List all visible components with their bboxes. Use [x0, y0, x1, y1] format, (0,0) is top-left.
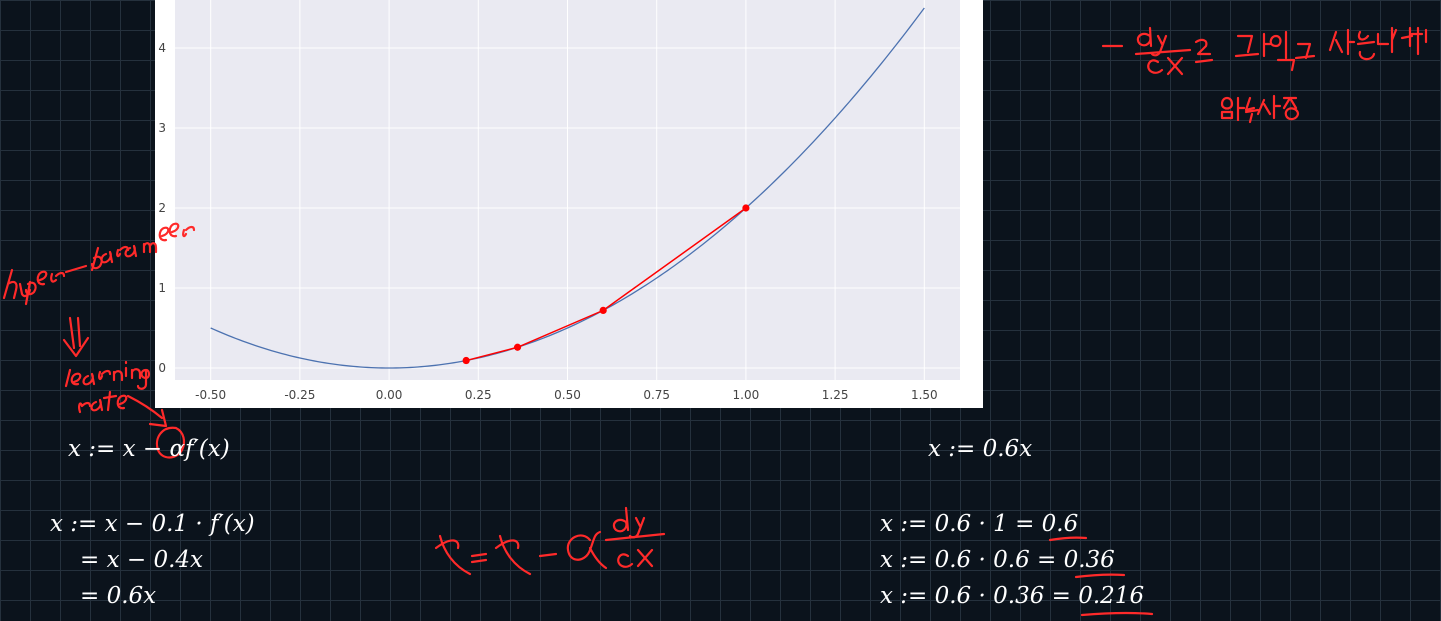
x-tick-label: 1.00: [733, 388, 760, 402]
plot-svg: -0.50 -0.25 0.00 0.25 0.50 0.75 1.00 1.25 1.50 0 1…: [158, 0, 960, 402]
descent-point: [599, 306, 607, 314]
x-tick-label: 1.25: [822, 388, 849, 402]
descent-points-layer: [462, 204, 750, 365]
y-tick-label: 1: [158, 281, 166, 295]
curve-layer: [210, 7, 925, 369]
y-tick-label: 4: [158, 41, 166, 55]
handwriting-hyper-parameter: [2, 222, 196, 306]
descent-point: [462, 356, 470, 365]
y-tick-label: 0: [158, 361, 166, 375]
x-tick-label: -0.25: [284, 388, 315, 402]
descent-path-line: [465, 207, 747, 362]
tick-labels: -0.50 -0.25 0.00 0.25 0.50 0.75 1.00 1.25 1.50 0 1…: [158, 41, 937, 402]
function-curve-line: [210, 7, 925, 369]
step-equation-line-3: = 0.6x: [80, 583, 157, 609]
iteration-1-equation: x := 0.6 · 1 = 0.6: [880, 511, 1079, 537]
handwriting-arrow-to-alpha: [126, 394, 168, 428]
update-rule-equation: x := x − αf′(x): [68, 436, 230, 462]
handwriting-alpha-circle: [155, 426, 186, 459]
x-tick-label: 0.75: [643, 388, 670, 402]
iteration-2-equation: x := 0.6 · 0.6 = 0.36: [880, 547, 1115, 573]
y-tick-label: 2: [158, 201, 166, 215]
handwriting-down-arrow: [62, 316, 90, 358]
descent-point: [742, 204, 750, 212]
step-equation-line-1: x := x − 0.1 · f′(x): [50, 511, 255, 537]
handwriting-learning-rate: [64, 360, 151, 414]
simplified-equation: x := 0.6x: [928, 436, 1033, 462]
step-equation-line-2: = x − 0.4x: [80, 547, 203, 573]
handwriting-note-top-right: [1101, 26, 1428, 124]
y-tick-label: 3: [158, 121, 166, 135]
x-tick-label: 0.25: [465, 388, 492, 402]
x-tick-label: 1.50: [911, 388, 938, 402]
x-tick-label: -0.50: [195, 388, 226, 402]
grid-lines: [175, 0, 960, 380]
handwriting-update-formula: [434, 506, 666, 576]
descent-point: [513, 343, 522, 351]
handwriting-underlines: [1048, 536, 1154, 617]
x-tick-label: 0.00: [376, 388, 403, 402]
chart-panel: -0.50 -0.25 0.00 0.25 0.50 0.75 1.00 1.25 1.50 0 1…: [155, 0, 983, 408]
x-tick-label: 0.50: [554, 388, 581, 402]
iteration-3-equation: x := 0.6 · 0.36 = 0.216: [880, 583, 1145, 609]
